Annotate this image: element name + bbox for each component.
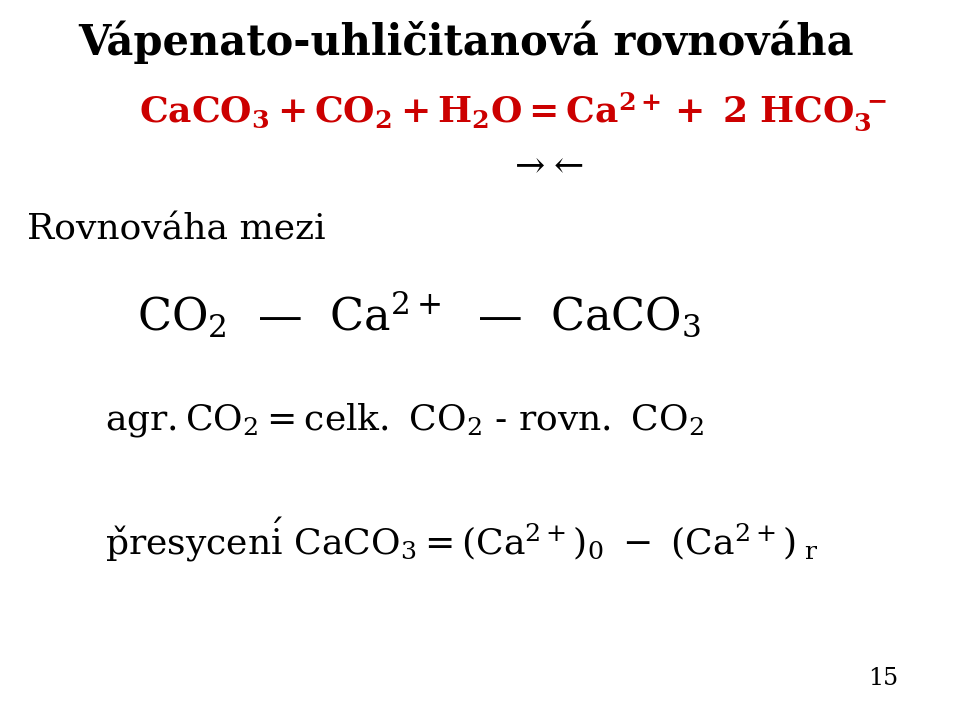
Text: $\mathrm{agr.CO_2 = celk.\ CO_2\ \text{-}\ rovn.\ CO_2}$: $\mathrm{agr.CO_2 = celk.\ CO_2\ \text{-… [105, 401, 704, 439]
Text: Rovnováha mezi: Rovnováha mezi [27, 213, 325, 247]
Text: 15: 15 [868, 667, 898, 690]
Text: $\mathbf{CaCO_3 + CO_2 + H_2O = Ca^{2+} +\ 2\ HCO_3^{\ -}}$: $\mathbf{CaCO_3 + CO_2 + H_2O = Ca^{2+} … [139, 90, 887, 133]
Text: Vápenato-uhličitanová rovnováha: Vápenato-uhličitanová rovnováha [79, 20, 854, 64]
Text: $\mathrm{CO_2} \ \ — \ \ \mathrm{Ca^{2+}} \ \ — \ \ \mathrm{CaCO_3}$: $\mathrm{CO_2} \ \ — \ \ \mathrm{Ca^{2+}… [137, 290, 702, 340]
Text: $\mathrm{p\check{r}esycen\acute{i}\ CaCO_3 = (Ca^{2+})_0\ -\ (Ca^{2+})_{\ r}}$: $\mathrm{p\check{r}esycen\acute{i}\ CaCO… [105, 516, 819, 564]
Text: $\rightarrow\!\leftarrow$: $\rightarrow\!\leftarrow$ [509, 148, 584, 182]
